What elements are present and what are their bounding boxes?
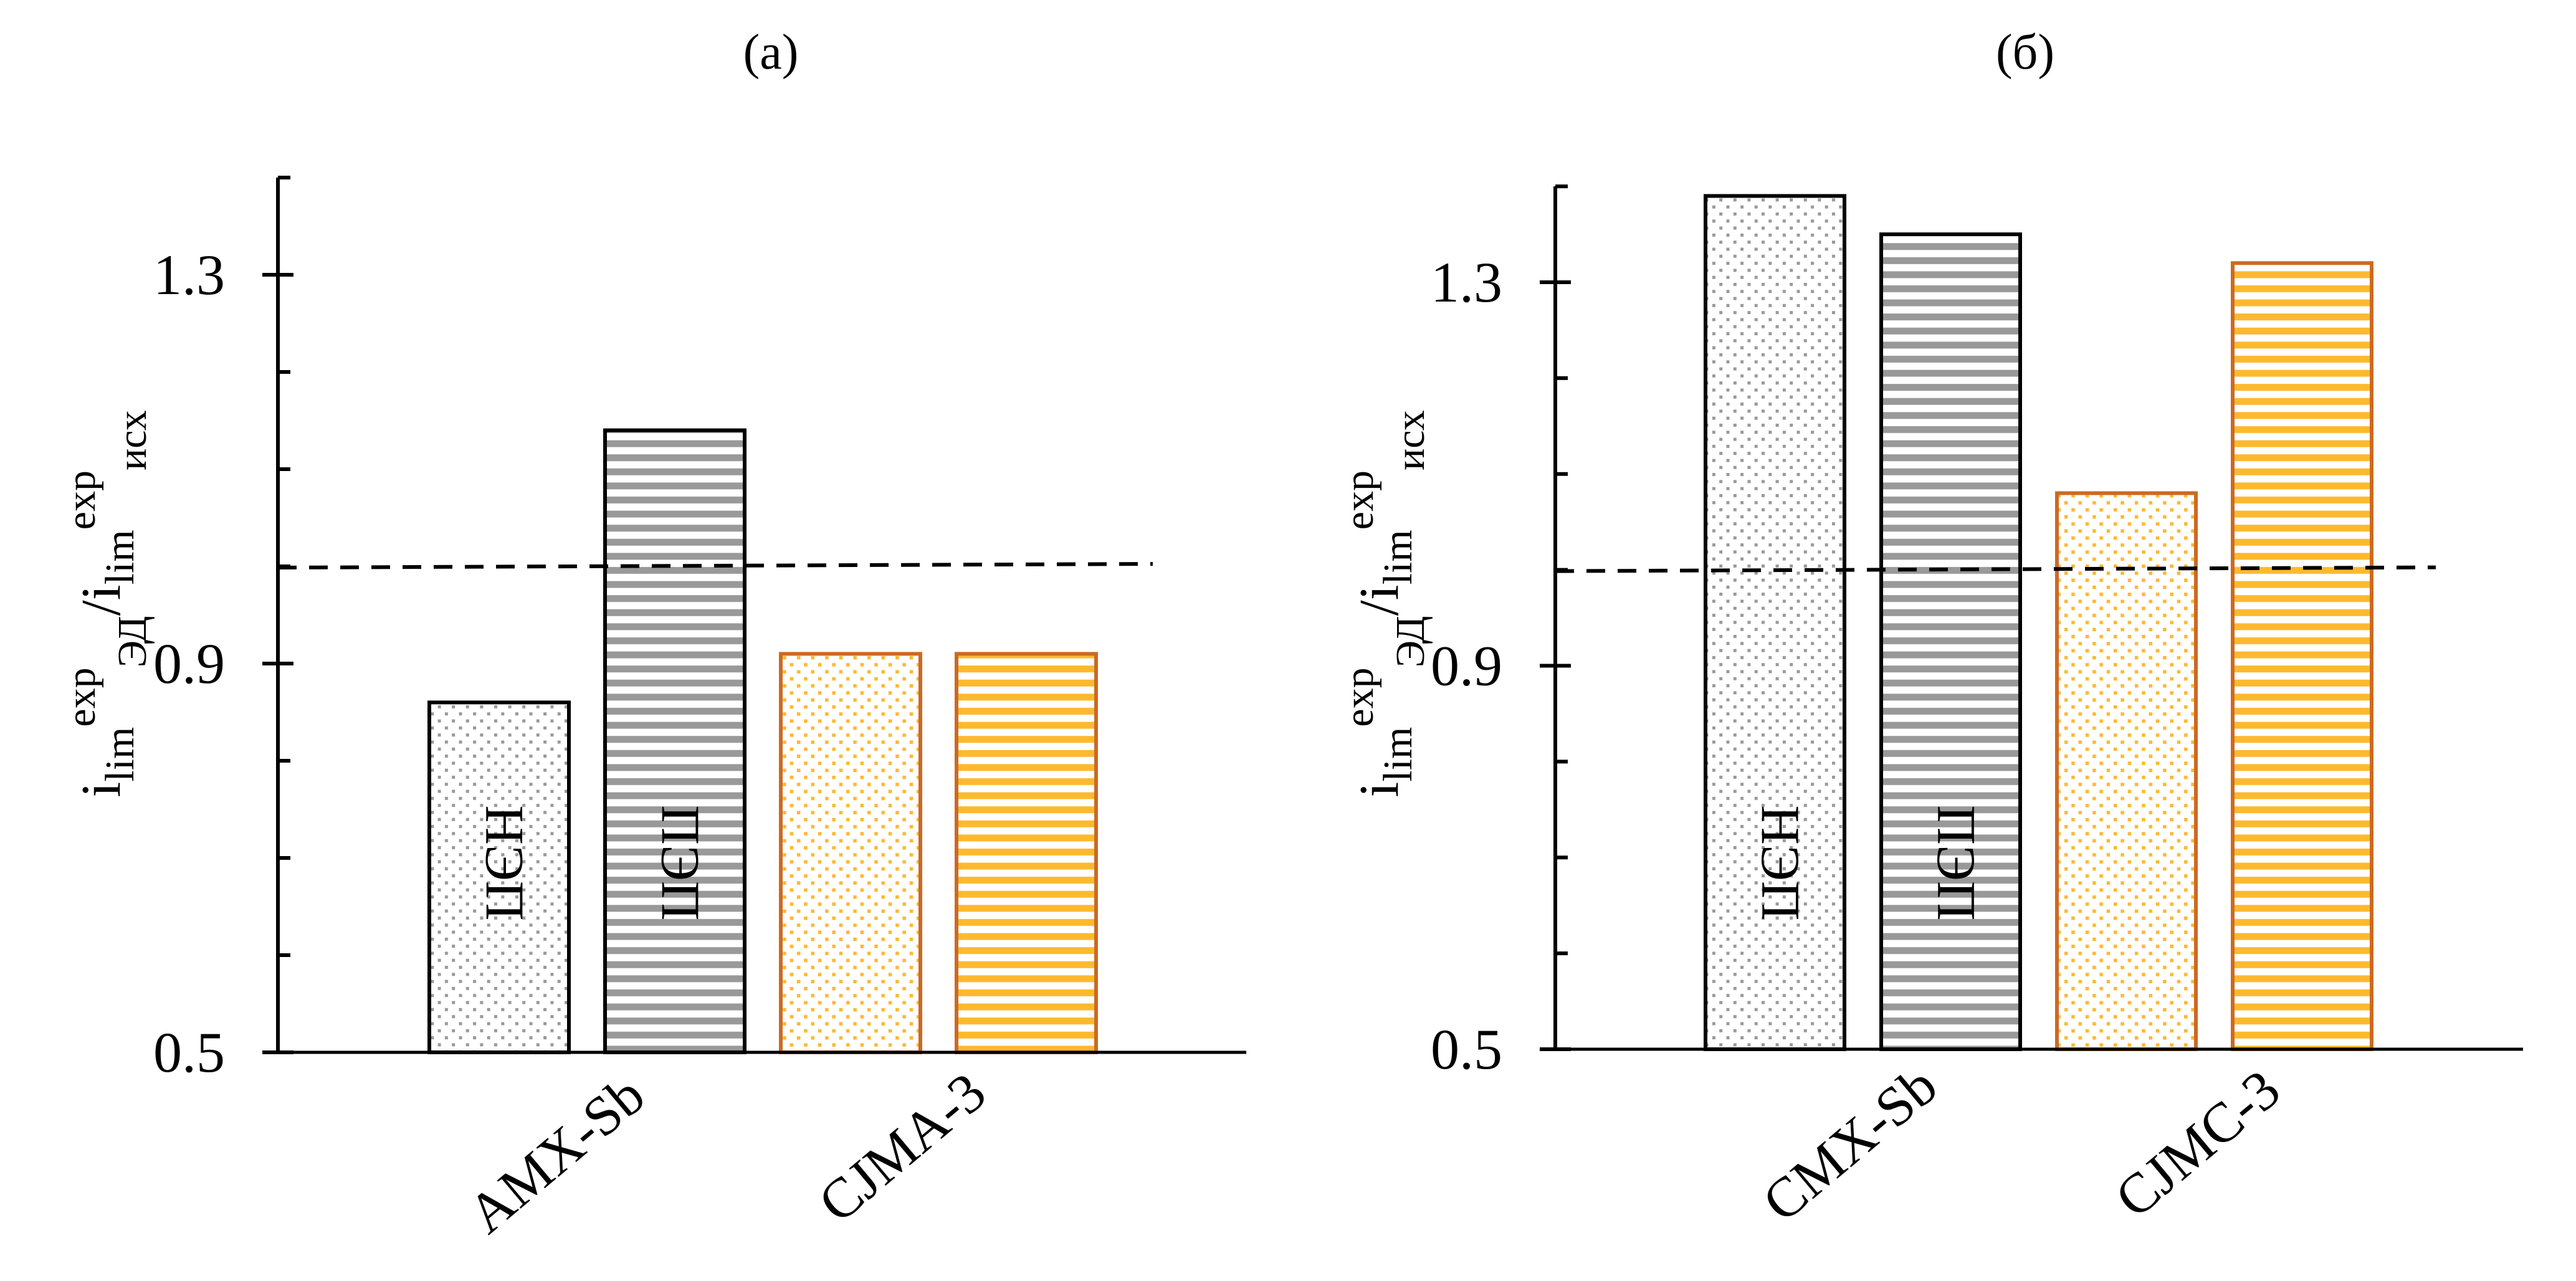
ylabel-part: i — [1348, 584, 1410, 600]
x-category-label: CMX-Sb — [1752, 1054, 1949, 1234]
bar-label: НЭП — [474, 805, 535, 920]
ylabel-part: ЭД — [110, 616, 155, 667]
y-axis-label: ilimexpЭД/ilimexpисх — [1337, 410, 1433, 797]
ylabel-part: lim — [1375, 530, 1421, 584]
panel-b: (б) ilimexpЭД/ilimexpисх НЭП ПЭП0.50.91.3… — [1337, 25, 2523, 1234]
ylabel-part: exp — [1337, 667, 1382, 726]
panel-title: (б) — [1996, 25, 2054, 80]
ylabel-part: i — [70, 782, 132, 798]
bar — [1879, 232, 2022, 1051]
bar — [2055, 491, 2198, 1051]
ylabel-part: lim — [1375, 727, 1421, 782]
y-tick-label: 0.5 — [1431, 1017, 1502, 1081]
ylabel-part: / — [1348, 600, 1410, 616]
bar-label: НЭП — [1750, 805, 1810, 920]
ylabel-part: исх — [1388, 410, 1433, 470]
y-tick-label: 1.3 — [153, 243, 225, 307]
bar — [779, 652, 922, 1054]
reference-line — [277, 562, 1153, 569]
bar — [2231, 261, 2373, 1052]
y-axis-label: ilimexpЭД/ilimexpисх — [59, 410, 155, 797]
x-category-label: AMX-Sb — [457, 1064, 656, 1245]
ylabel-part: exp — [1337, 470, 1382, 530]
ylabel-part: lim — [97, 530, 143, 584]
panel-title: (a) — [743, 25, 799, 80]
y-tick-label: 0.9 — [1431, 634, 1502, 698]
reference-line — [1555, 565, 2436, 573]
panel-a: (a) ilimexpЭД/ilimexpисх НЭП ПЭП0.50.91.3… — [59, 25, 1246, 1245]
ylabel-part: i — [1348, 782, 1410, 798]
svg-text:ilimexpЭД/ilimexpисх: ilimexpЭД/ilimexpисх — [59, 410, 155, 797]
y-tick-label: 1.3 — [1431, 250, 1502, 314]
ylabel-part: i — [70, 584, 132, 600]
ylabel-part: exp — [59, 470, 104, 530]
ylabel-part: lim — [97, 727, 143, 782]
y-tick-label: 0.5 — [153, 1021, 225, 1084]
bar — [955, 652, 1098, 1054]
ylabel-part: исх — [110, 410, 155, 470]
y-tick-label: 0.9 — [153, 632, 225, 695]
bar — [427, 700, 571, 1054]
bar-label: ПЭП — [1925, 805, 1986, 920]
bar — [603, 428, 747, 1054]
bar-label: ПЭП — [650, 805, 710, 920]
ylabel-part: ЭД — [1388, 616, 1433, 667]
ylabel-part: exp — [59, 667, 104, 726]
ylabel-part: / — [70, 600, 132, 616]
x-category-label: CJMA-3 — [808, 1061, 998, 1234]
x-category-label: CJMC-3 — [2104, 1058, 2291, 1229]
svg-text:ilimexpЭД/ilimexpисх: ilimexpЭД/ilimexpисх — [1337, 410, 1433, 797]
bar — [1704, 194, 1846, 1052]
